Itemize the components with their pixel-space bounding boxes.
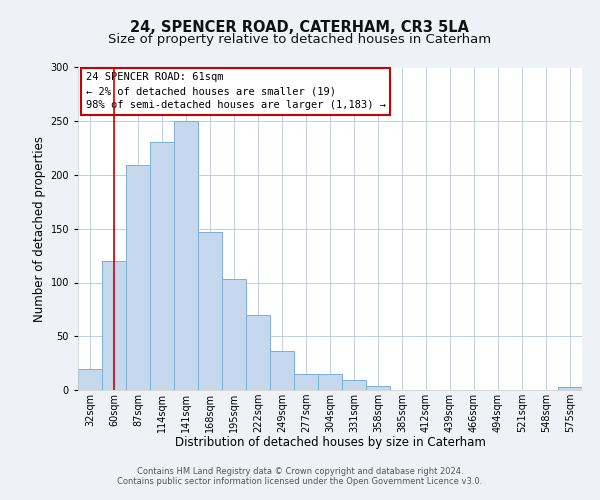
Bar xyxy=(198,232,222,390)
Text: Contains HM Land Registry data © Crown copyright and database right 2024.: Contains HM Land Registry data © Crown c… xyxy=(137,467,463,476)
Y-axis label: Number of detached properties: Number of detached properties xyxy=(33,136,46,322)
Bar xyxy=(150,142,174,390)
Bar xyxy=(318,374,342,390)
Bar xyxy=(174,121,198,390)
X-axis label: Distribution of detached houses by size in Caterham: Distribution of detached houses by size … xyxy=(175,436,485,450)
Bar xyxy=(558,387,582,390)
Bar xyxy=(222,280,246,390)
Bar xyxy=(246,315,270,390)
Bar xyxy=(366,386,390,390)
Text: 24, SPENCER ROAD, CATERHAM, CR3 5LA: 24, SPENCER ROAD, CATERHAM, CR3 5LA xyxy=(131,20,470,35)
Bar xyxy=(102,261,126,390)
Bar xyxy=(294,374,318,390)
Bar xyxy=(78,368,102,390)
Text: Size of property relative to detached houses in Caterham: Size of property relative to detached ho… xyxy=(109,32,491,46)
Bar xyxy=(270,352,294,390)
Text: Contains public sector information licensed under the Open Government Licence v3: Contains public sector information licen… xyxy=(118,477,482,486)
Bar xyxy=(126,166,150,390)
Bar xyxy=(342,380,366,390)
Text: 24 SPENCER ROAD: 61sqm
← 2% of detached houses are smaller (19)
98% of semi-deta: 24 SPENCER ROAD: 61sqm ← 2% of detached … xyxy=(86,72,386,110)
